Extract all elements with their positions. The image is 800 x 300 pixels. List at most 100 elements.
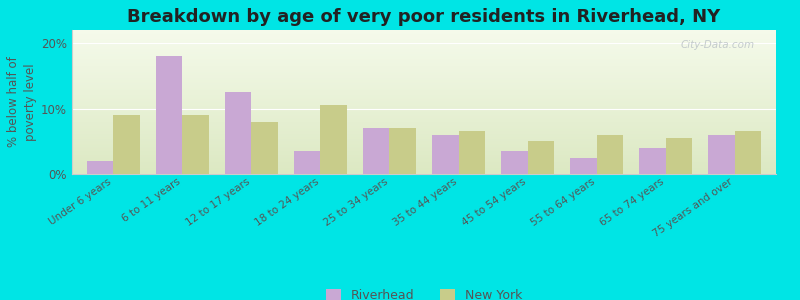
Bar bbox=[72, 44, 776, 46]
Bar bbox=[72, 172, 776, 174]
Bar bbox=[72, 141, 776, 142]
Bar bbox=[226, 92, 251, 174]
Bar bbox=[72, 33, 776, 34]
Bar bbox=[72, 160, 776, 161]
Bar bbox=[251, 122, 278, 174]
Bar bbox=[72, 32, 776, 33]
Bar bbox=[72, 124, 776, 125]
Bar bbox=[72, 75, 776, 76]
Bar bbox=[72, 131, 776, 132]
Bar bbox=[72, 155, 776, 157]
Bar bbox=[72, 37, 776, 39]
Bar bbox=[72, 53, 776, 55]
Bar bbox=[72, 128, 776, 129]
Bar bbox=[72, 113, 776, 115]
Bar bbox=[72, 140, 776, 141]
Bar bbox=[72, 171, 776, 172]
Bar bbox=[72, 41, 776, 43]
Bar bbox=[72, 121, 776, 122]
Bar bbox=[72, 152, 776, 154]
Bar bbox=[72, 40, 776, 41]
Bar bbox=[72, 149, 776, 151]
Bar bbox=[734, 131, 761, 174]
Bar bbox=[72, 88, 776, 89]
Bar bbox=[72, 115, 776, 116]
Bar bbox=[72, 79, 776, 80]
Bar bbox=[72, 46, 776, 47]
Bar bbox=[72, 118, 776, 119]
Bar bbox=[72, 66, 776, 68]
Bar bbox=[72, 111, 776, 112]
Title: Breakdown by age of very poor residents in Riverhead, NY: Breakdown by age of very poor residents … bbox=[127, 8, 721, 26]
Bar bbox=[72, 168, 776, 170]
Bar bbox=[72, 164, 776, 165]
Bar bbox=[72, 70, 776, 72]
Bar bbox=[72, 106, 776, 108]
Bar bbox=[72, 36, 776, 37]
Bar bbox=[72, 52, 776, 53]
Bar bbox=[72, 92, 776, 93]
Bar bbox=[72, 165, 776, 167]
Bar bbox=[72, 163, 776, 164]
Bar bbox=[432, 135, 458, 174]
Bar bbox=[72, 109, 776, 111]
Bar bbox=[72, 85, 776, 86]
Text: City-Data.com: City-Data.com bbox=[681, 40, 755, 50]
Bar bbox=[72, 47, 776, 49]
Bar bbox=[182, 115, 209, 174]
Bar bbox=[87, 161, 114, 174]
Bar bbox=[72, 102, 776, 104]
Bar bbox=[72, 63, 776, 64]
Bar bbox=[72, 144, 776, 145]
Bar bbox=[72, 145, 776, 147]
Bar bbox=[72, 96, 776, 98]
Bar bbox=[72, 112, 776, 113]
Bar bbox=[72, 157, 776, 158]
Bar bbox=[390, 128, 416, 174]
Bar bbox=[570, 158, 597, 174]
Bar bbox=[72, 125, 776, 127]
Bar bbox=[72, 100, 776, 102]
Bar bbox=[72, 60, 776, 62]
Bar bbox=[72, 108, 776, 109]
Bar bbox=[72, 132, 776, 134]
Bar bbox=[114, 115, 140, 174]
Bar bbox=[72, 95, 776, 96]
Bar bbox=[72, 49, 776, 50]
Bar bbox=[72, 122, 776, 124]
Bar bbox=[72, 135, 776, 136]
Bar bbox=[72, 68, 776, 69]
Bar bbox=[597, 135, 622, 174]
Bar bbox=[72, 151, 776, 152]
Bar bbox=[72, 148, 776, 149]
Bar bbox=[363, 128, 390, 174]
Bar bbox=[72, 76, 776, 77]
Bar bbox=[72, 39, 776, 40]
Bar bbox=[72, 129, 776, 131]
Bar bbox=[72, 82, 776, 83]
Bar bbox=[156, 56, 182, 174]
Bar bbox=[72, 161, 776, 163]
Bar bbox=[294, 151, 321, 174]
Bar bbox=[72, 73, 776, 75]
Bar bbox=[72, 50, 776, 52]
Bar bbox=[72, 119, 776, 121]
Bar bbox=[72, 72, 776, 73]
Bar bbox=[72, 55, 776, 56]
Bar bbox=[72, 127, 776, 128]
Bar bbox=[321, 105, 346, 174]
Bar bbox=[72, 83, 776, 85]
Bar bbox=[72, 64, 776, 66]
Bar bbox=[72, 43, 776, 44]
Bar bbox=[72, 167, 776, 168]
Bar bbox=[72, 56, 776, 57]
Bar bbox=[72, 116, 776, 118]
Bar bbox=[72, 69, 776, 70]
Y-axis label: % below half of
poverty level: % below half of poverty level bbox=[7, 57, 37, 147]
Bar bbox=[72, 89, 776, 91]
Bar bbox=[72, 158, 776, 160]
Bar bbox=[72, 80, 776, 82]
Bar bbox=[72, 147, 776, 148]
Bar bbox=[72, 86, 776, 88]
Bar bbox=[72, 34, 776, 36]
